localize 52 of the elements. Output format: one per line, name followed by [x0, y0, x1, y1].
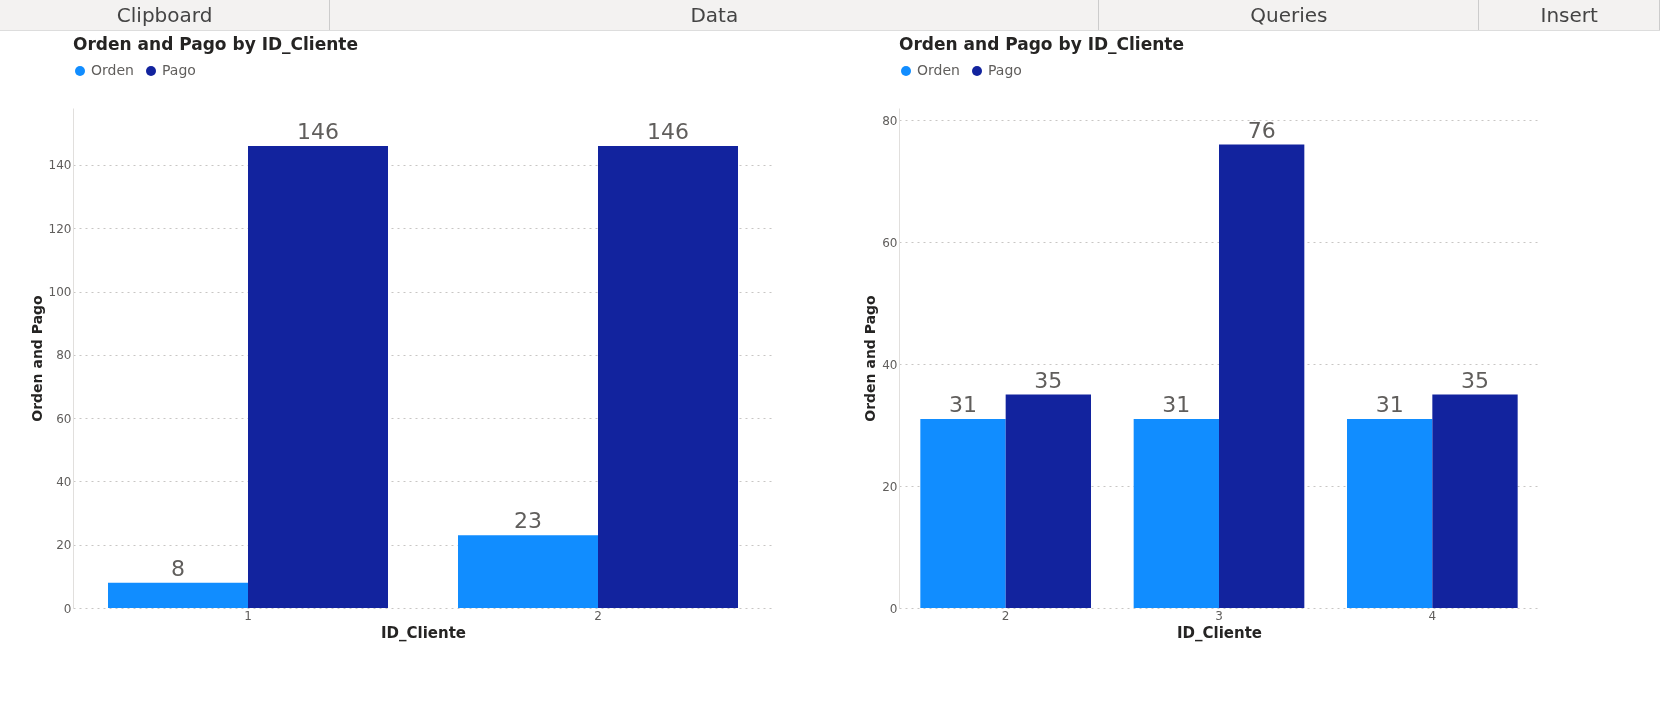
y-tick-label: 60: [56, 411, 72, 426]
bar: [1347, 418, 1433, 608]
x-axis-title: ID_Cliente: [380, 623, 467, 642]
bar: [598, 145, 738, 608]
bar: [1432, 394, 1518, 608]
y-tick-label: 40: [882, 357, 898, 372]
text: Clipboard: [0, 0, 331, 30]
data-label: 23: [514, 508, 542, 534]
chart-title: Orden and Pago by ID_Cliente: [899, 34, 1184, 54]
y-tick-label: 60: [882, 235, 898, 250]
data-label: 31: [1162, 391, 1191, 417]
text: Data: [330, 0, 1100, 30]
x-tick-label: 2: [1001, 608, 1010, 623]
legend-label: Orden: [917, 62, 960, 78]
data-label: 35: [1461, 367, 1489, 393]
y-tick-label: 120: [48, 221, 72, 236]
bar: [920, 418, 1006, 608]
bar: [1219, 144, 1305, 608]
bar: [458, 535, 598, 608]
y-axis-title: Orden and Pago: [28, 294, 45, 422]
y-tick-label: 0: [889, 601, 898, 616]
data-label: 31: [949, 391, 977, 417]
y-tick-label: 20: [56, 538, 72, 553]
data-label: 8: [171, 555, 185, 581]
data-label: 35: [1034, 367, 1063, 393]
text: Insert: [1479, 0, 1660, 30]
y-tick-label: 100: [48, 285, 72, 300]
x-tick-label: 1: [244, 608, 252, 623]
data-label: 76: [1247, 117, 1276, 143]
text: Queries: [1099, 0, 1480, 30]
legend-label: Pago: [162, 62, 196, 78]
y-tick-label: 80: [56, 348, 72, 363]
x-tick-label: 3: [1215, 608, 1223, 623]
y-tick-label: 40: [56, 474, 72, 489]
data-label: 146: [297, 118, 339, 144]
bar: [108, 582, 248, 608]
bar: [248, 145, 388, 608]
legend-label: Pago: [988, 62, 1022, 78]
y-tick-label: 80: [882, 113, 898, 128]
x-tick-label: 4: [1428, 608, 1437, 623]
bar: [1005, 394, 1091, 608]
legend-label: Orden: [91, 62, 134, 78]
y-axis-title: Orden and Pago: [862, 294, 879, 422]
data-label: 31: [1375, 391, 1404, 417]
y-tick-label: 140: [48, 158, 72, 173]
y-tick-label: 20: [882, 479, 898, 494]
x-tick-label: 2: [594, 608, 602, 623]
chart-title: Orden and Pago by ID_Cliente: [73, 34, 358, 54]
data-label: 146: [647, 118, 689, 144]
bar: [1133, 418, 1219, 608]
x-axis-title: ID_Cliente: [1176, 623, 1263, 642]
y-tick-label: 0: [63, 601, 72, 616]
